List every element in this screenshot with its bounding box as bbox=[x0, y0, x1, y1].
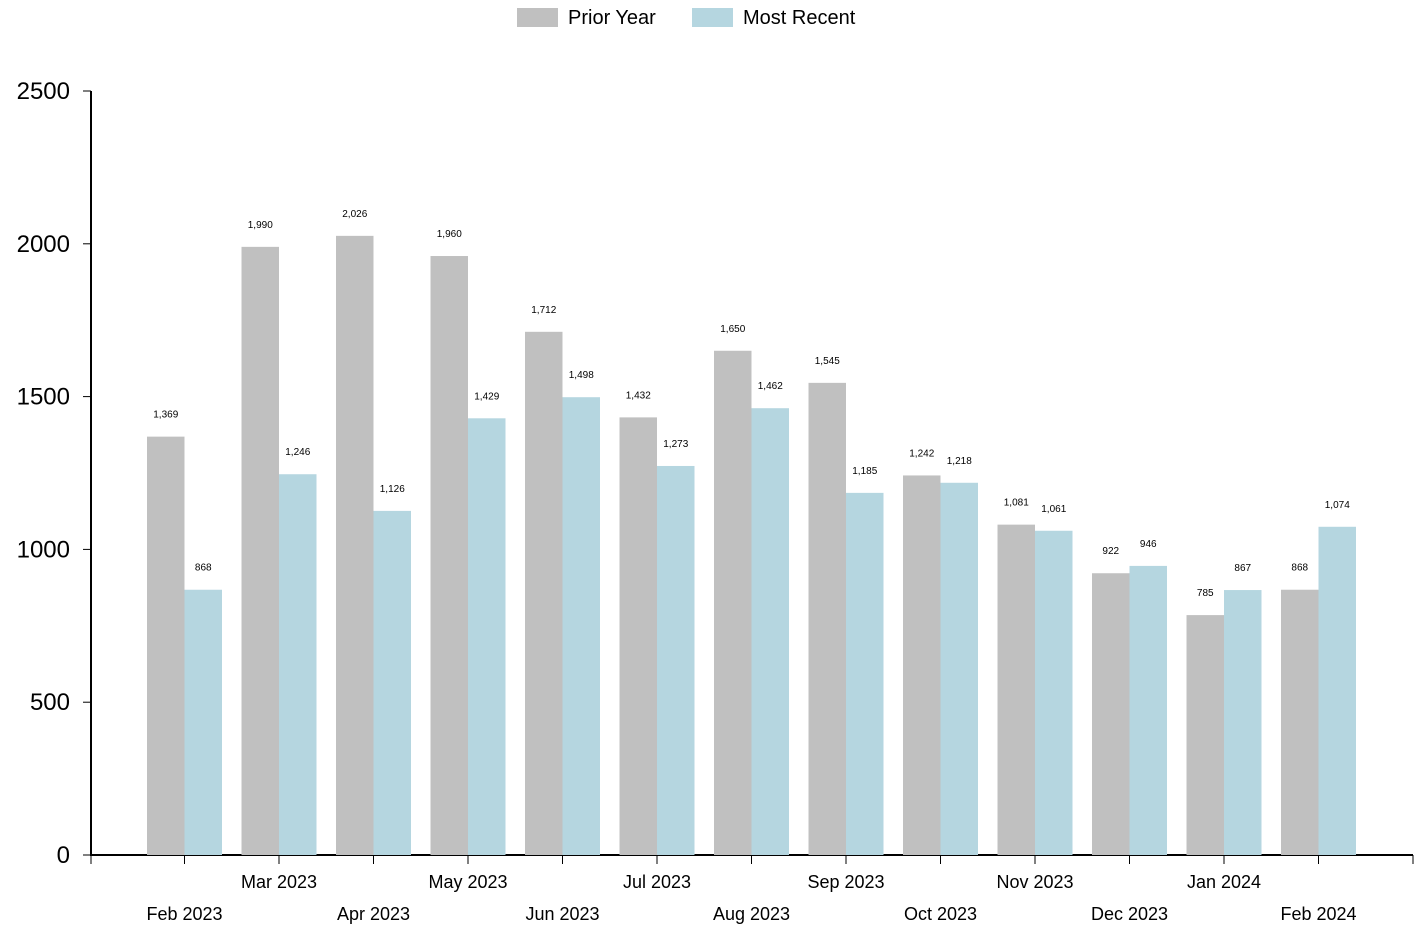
y-tick-label: 0 bbox=[57, 842, 70, 869]
data-label-prior-year-nov-2023: 1,081 bbox=[1004, 498, 1029, 509]
x-tick-label-feb-2023: Feb 2023 bbox=[146, 904, 222, 924]
data-label-most-recent-dec-2023: 946 bbox=[1140, 539, 1157, 550]
bar-most-recent-jan-2024 bbox=[1224, 590, 1262, 855]
x-tick-label-nov-2023: Nov 2023 bbox=[996, 872, 1073, 892]
x-tick-label-dec-2023: Dec 2023 bbox=[1091, 904, 1168, 924]
x-tick-label-jan-2024: Jan 2024 bbox=[1187, 872, 1261, 892]
bar-most-recent-nov-2023 bbox=[1035, 530, 1073, 855]
bars bbox=[147, 235, 1356, 856]
data-label-prior-year-dec-2023: 922 bbox=[1102, 546, 1119, 557]
data-label-most-recent-feb-2024: 1,074 bbox=[1325, 500, 1350, 511]
data-label-most-recent-mar-2023: 1,246 bbox=[285, 447, 310, 458]
legend-swatch-most-recent bbox=[692, 8, 733, 27]
data-label-prior-year-jan-2024: 785 bbox=[1197, 588, 1214, 599]
bar-prior-year-apr-2023 bbox=[336, 235, 374, 856]
y-tick-label: 1000 bbox=[17, 536, 70, 563]
bar-most-recent-feb-2024 bbox=[1318, 526, 1356, 855]
data-label-most-recent-may-2023: 1,429 bbox=[474, 391, 499, 402]
x-axis: Feb 2023 Mar 2023 Apr 2023 May 2023 Jun 2023… bbox=[90, 854, 1414, 924]
bar-prior-year-nov-2023 bbox=[997, 524, 1035, 855]
bar-prior-year-may-2023 bbox=[430, 256, 468, 855]
data-label-prior-year-jun-2023: 1,712 bbox=[531, 305, 556, 316]
bar-most-recent-sep-2023 bbox=[846, 492, 884, 855]
data-label-prior-year-aug-2023: 1,650 bbox=[720, 324, 745, 335]
legend: Prior Year Most Recent bbox=[517, 7, 856, 29]
x-tick-label-aug-2023: Aug 2023 bbox=[713, 904, 790, 924]
bar-most-recent-dec-2023 bbox=[1129, 565, 1167, 855]
bar-prior-year-oct-2023 bbox=[903, 475, 941, 855]
x-tick-label-jun-2023: Jun 2023 bbox=[525, 904, 599, 924]
x-tick-label-feb-2024: Feb 2024 bbox=[1280, 904, 1356, 924]
data-label-most-recent-jan-2024: 867 bbox=[1234, 563, 1251, 574]
bar-prior-year-feb-2023 bbox=[147, 436, 185, 855]
bar-most-recent-oct-2023 bbox=[940, 482, 978, 855]
x-tick-label-jul-2023: Jul 2023 bbox=[623, 872, 691, 892]
y-tick-label: 1500 bbox=[17, 384, 70, 411]
bar-prior-year-jun-2023 bbox=[525, 331, 563, 855]
y-tick-label: 2500 bbox=[17, 78, 70, 105]
bar-prior-year-dec-2023 bbox=[1092, 573, 1130, 855]
data-label-most-recent-sep-2023: 1,185 bbox=[852, 466, 877, 477]
y-tick-label: 2000 bbox=[17, 231, 70, 258]
data-label-prior-year-jul-2023: 1,432 bbox=[626, 390, 651, 401]
bar-prior-year-jul-2023 bbox=[619, 417, 657, 855]
data-labels: 1,369 1,990 2,026 1,960 1,712 1,432 1,650 1,545… bbox=[153, 209, 1350, 599]
bar-most-recent-mar-2023 bbox=[279, 474, 317, 855]
data-label-prior-year-may-2023: 1,960 bbox=[437, 229, 462, 240]
x-tick-label-may-2023: May 2023 bbox=[428, 872, 507, 892]
bar-prior-year-jan-2024 bbox=[1186, 615, 1224, 855]
data-label-prior-year-feb-2023: 1,369 bbox=[153, 410, 178, 421]
legend-label-most-recent: Most Recent bbox=[743, 7, 856, 29]
bar-most-recent-feb-2023 bbox=[184, 589, 222, 855]
y-axis: 0 500 1000 1500 2000 2500 bbox=[17, 78, 92, 869]
bar-most-recent-jun-2023 bbox=[562, 397, 600, 855]
data-label-prior-year-mar-2023: 1,990 bbox=[248, 220, 273, 231]
x-tick-label-apr-2023: Apr 2023 bbox=[337, 904, 410, 924]
bar-prior-year-sep-2023 bbox=[808, 382, 846, 855]
y-tick-label: 500 bbox=[30, 689, 70, 716]
data-label-prior-year-sep-2023: 1,545 bbox=[815, 356, 840, 367]
data-label-prior-year-feb-2024: 868 bbox=[1291, 563, 1308, 574]
data-label-most-recent-jun-2023: 1,498 bbox=[569, 370, 594, 381]
legend-label-prior-year: Prior Year bbox=[568, 7, 656, 29]
bar-prior-year-aug-2023 bbox=[714, 350, 752, 855]
bar-most-recent-apr-2023 bbox=[373, 510, 411, 855]
bar-prior-year-mar-2023 bbox=[241, 246, 279, 855]
x-tick-label-oct-2023: Oct 2023 bbox=[904, 904, 977, 924]
bar-most-recent-jul-2023 bbox=[657, 465, 695, 855]
data-label-most-recent-nov-2023: 1,061 bbox=[1041, 504, 1066, 515]
data-label-most-recent-feb-2023: 868 bbox=[195, 563, 212, 574]
data-label-prior-year-oct-2023: 1,242 bbox=[909, 448, 934, 459]
data-label-most-recent-jul-2023: 1,273 bbox=[663, 439, 688, 450]
data-label-prior-year-apr-2023: 2,026 bbox=[342, 209, 367, 220]
x-tick-label-mar-2023: Mar 2023 bbox=[241, 872, 317, 892]
x-tick-label-sep-2023: Sep 2023 bbox=[807, 872, 884, 892]
bar-most-recent-aug-2023 bbox=[751, 408, 789, 855]
data-label-most-recent-oct-2023: 1,218 bbox=[947, 456, 972, 467]
bar-most-recent-may-2023 bbox=[468, 418, 506, 855]
data-label-most-recent-apr-2023: 1,126 bbox=[380, 484, 405, 495]
data-label-most-recent-aug-2023: 1,462 bbox=[758, 381, 783, 392]
bar-prior-year-feb-2024 bbox=[1281, 589, 1319, 855]
legend-swatch-prior-year bbox=[517, 8, 558, 27]
